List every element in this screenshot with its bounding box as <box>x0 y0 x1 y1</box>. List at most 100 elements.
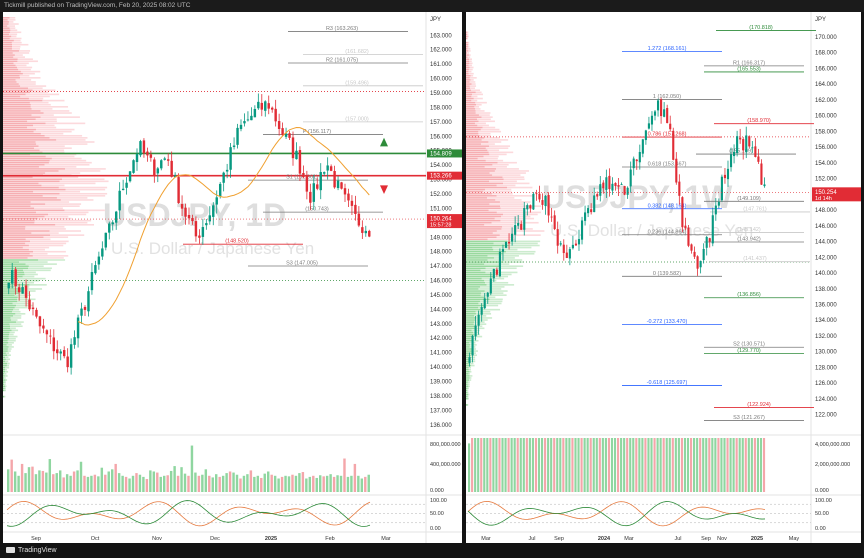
candle-body <box>483 298 486 309</box>
volume-profile-bar <box>492 273 512 276</box>
volume-bar <box>121 475 124 492</box>
up-arrow-icon <box>380 137 388 147</box>
volume-profile-bar <box>4 387 6 390</box>
candle-body <box>620 184 623 185</box>
volume-profile-bar <box>30 201 70 203</box>
volume-bar <box>131 475 135 492</box>
volume-profile-bar <box>492 174 521 176</box>
candle-body <box>477 314 480 326</box>
daily-chart-panel[interactable]: USDJPY, 1D U.S. Dollar / Japanese Yen 136.… <box>3 12 462 543</box>
volume-profile-bar <box>3 246 23 249</box>
volume-profile-bar <box>3 93 26 96</box>
volume-bar <box>332 476 336 492</box>
volume-profile-bar <box>467 383 470 385</box>
candle-body <box>274 108 277 122</box>
volume-profile-bar <box>466 126 483 129</box>
volume-bar <box>142 476 145 492</box>
volume-bar <box>280 476 284 492</box>
level-label: -0.272 (133.470) <box>647 319 688 325</box>
volume-profile-bar <box>3 99 43 102</box>
volume-profile-bar <box>3 344 7 346</box>
volume-profile-bar <box>481 116 493 118</box>
volume-profile-bar <box>495 199 522 201</box>
volume-profile-bar <box>466 184 497 187</box>
volume-profile-bar <box>3 74 20 77</box>
time-tick-label: Sep <box>554 536 564 542</box>
volume-bar <box>273 475 277 492</box>
volume-profile-bar <box>489 180 517 183</box>
volume-profile-bar <box>467 395 469 398</box>
volume-profile-bar <box>3 159 50 162</box>
volume-bar <box>228 471 232 492</box>
weekly-chart-svg[interactable]: USDJPY, 1W U.S. Dollar / Japanese Yen 122.… <box>466 12 861 543</box>
volume-bar <box>180 467 183 492</box>
volume-profile-bar <box>489 172 526 174</box>
volume-profile-bar <box>478 130 502 133</box>
level-label: 0.236 (144.864) <box>648 229 687 235</box>
level-label: 0.382 (148.164) <box>648 203 687 209</box>
volume-profile-bar <box>25 228 66 230</box>
volume-profile-bar <box>466 122 475 125</box>
volume-profile-bar <box>485 281 509 284</box>
volume-profile-bar <box>466 310 476 313</box>
volume-profile-bar <box>3 379 6 381</box>
volume-bar <box>357 475 360 492</box>
volume-profile-bar <box>40 110 70 112</box>
volume-profile-bar <box>466 300 480 303</box>
volume-profile-bar <box>48 213 87 216</box>
volume-bar <box>10 459 13 492</box>
volume-profile-bar <box>466 45 468 48</box>
volume-profile-bar <box>10 31 22 34</box>
volume-profile-bar <box>473 333 480 336</box>
time-tick-label: Oct <box>91 536 100 542</box>
candle-body <box>736 136 739 154</box>
volume-bar <box>501 438 504 492</box>
candle-body <box>66 356 69 368</box>
volume-bar <box>744 438 747 492</box>
candle-body <box>198 235 201 238</box>
candle-body <box>514 225 517 235</box>
volume-profile-bar <box>3 217 38 220</box>
volume-profile-bar <box>31 232 59 234</box>
candle-body <box>669 123 672 130</box>
volume-bar <box>135 473 138 492</box>
volume-profile-bar <box>466 128 481 131</box>
volume-profile-bar <box>466 219 501 222</box>
volume-profile-bar <box>467 33 469 36</box>
volume-bar <box>522 438 525 492</box>
candle-body <box>270 107 274 110</box>
volume-profile-bar <box>469 375 473 377</box>
volume-profile-bar <box>13 315 22 317</box>
weekly-chart-panel[interactable]: USDJPY, 1W U.S. Dollar / Japanese Yen 122.… <box>466 12 861 543</box>
volume-bar <box>197 475 201 492</box>
level-label: (122.924) <box>747 402 771 408</box>
volume-profile-bar <box>466 66 470 69</box>
volume-profile-bar <box>45 155 75 158</box>
candle-body <box>173 175 177 178</box>
volume-profile-bar <box>468 393 470 396</box>
volume-bar <box>201 474 204 492</box>
candle-body <box>571 244 574 249</box>
volume-bar <box>79 461 83 492</box>
volume-bar <box>163 475 166 492</box>
volume-profile-bar <box>3 362 8 365</box>
volume-profile-bar <box>468 54 471 56</box>
level-label: -0.618 (125.697) <box>647 380 688 386</box>
volume-profile-bar <box>471 95 478 98</box>
volume-profile-bar <box>467 43 470 46</box>
volume-profile-bar <box>3 224 56 226</box>
volume-profile-bar <box>3 304 17 307</box>
volume-bar <box>477 438 480 492</box>
volume-bar <box>483 438 486 492</box>
volume-bar <box>565 438 568 492</box>
daily-chart-svg[interactable]: USDJPY, 1D U.S. Dollar / Japanese Yen 136.… <box>3 12 462 543</box>
volume-bar <box>540 438 544 492</box>
volume-profile-bar <box>466 275 493 278</box>
volume-profile-bar <box>466 161 498 164</box>
candle-body <box>471 335 474 356</box>
volume-profile-bar <box>466 56 468 58</box>
volume-profile-bar <box>466 70 469 73</box>
volume-profile-bar <box>500 219 525 222</box>
volume-profile-bar <box>466 141 489 143</box>
volume-profile-bar <box>473 97 483 100</box>
